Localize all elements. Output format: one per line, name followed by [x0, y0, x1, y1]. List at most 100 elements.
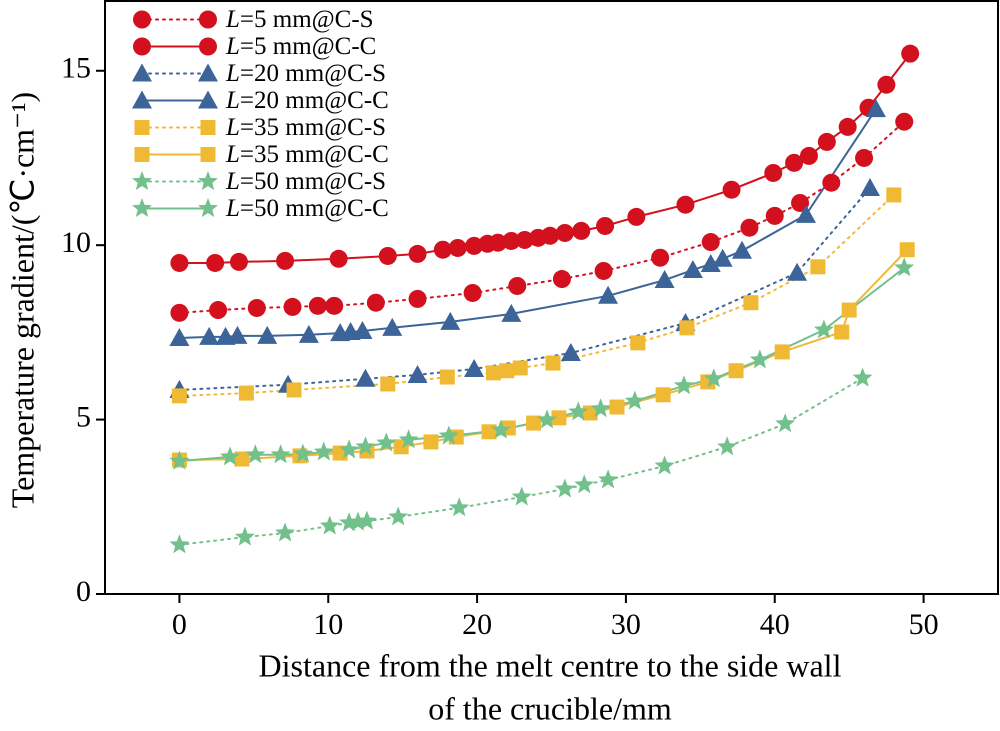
marker [785, 153, 804, 172]
marker [609, 399, 625, 415]
marker [594, 261, 613, 280]
marker [501, 303, 522, 322]
marker [799, 146, 818, 165]
marker [728, 363, 744, 379]
marker [132, 198, 152, 217]
marker [352, 320, 373, 339]
marker [313, 441, 334, 461]
marker [339, 512, 360, 532]
marker [732, 240, 753, 259]
marker [722, 180, 741, 199]
marker [257, 325, 278, 344]
marker [134, 147, 150, 162]
marker [852, 367, 873, 387]
marker [764, 163, 783, 182]
marker [170, 303, 189, 322]
marker [590, 398, 611, 418]
legend-swatch [132, 171, 218, 190]
marker [526, 415, 542, 431]
marker [838, 117, 857, 136]
marker [796, 204, 817, 223]
marker [676, 195, 695, 214]
marker [679, 320, 695, 336]
marker [382, 317, 403, 336]
marker [651, 248, 670, 267]
legend-entry: L=50 mm@C-C [130, 195, 389, 222]
legend-entry: L=20 mm@C-C [130, 87, 389, 114]
marker [206, 253, 225, 272]
marker [822, 173, 841, 192]
marker [886, 187, 902, 203]
marker [133, 10, 151, 29]
marker [283, 297, 302, 316]
marker [366, 293, 385, 312]
marker [717, 436, 738, 456]
marker [234, 526, 255, 546]
marker [674, 375, 694, 395]
axes-frame [104, 0, 999, 595]
marker [132, 90, 152, 109]
marker [423, 434, 439, 450]
marker [899, 242, 915, 258]
marker [376, 432, 397, 452]
marker [545, 355, 561, 371]
marker [598, 469, 618, 489]
marker [490, 419, 511, 439]
marker [229, 252, 248, 271]
marker [448, 238, 467, 257]
legend-swatch [133, 10, 217, 29]
marker [298, 324, 319, 343]
x-axis-label: Distance from the melt centre to the sid… [259, 647, 842, 683]
legend-entry: L=20 mm@C-S [130, 60, 389, 87]
y-tick-label: 15 [61, 52, 91, 85]
marker [598, 285, 619, 304]
marker [463, 283, 482, 302]
y-tick-label: 10 [61, 226, 91, 259]
series-line [178, 377, 864, 546]
marker [198, 63, 218, 82]
marker [440, 311, 461, 330]
legend-label: L=20 mm@C-S [226, 60, 387, 87]
marker [319, 515, 340, 535]
x-tick-label: 30 [611, 608, 641, 641]
marker [308, 296, 327, 315]
marker [439, 369, 455, 385]
marker [348, 511, 368, 531]
marker [465, 236, 484, 255]
marker [841, 302, 857, 318]
marker [655, 387, 671, 403]
legend-swatch [133, 37, 217, 56]
legend-label: L=20 mm@C-C [226, 87, 389, 114]
marker [170, 253, 189, 272]
marker [247, 298, 266, 317]
marker [378, 246, 397, 265]
legend-label: L=50 mm@C-S [226, 168, 387, 195]
marker [551, 410, 567, 426]
marker [355, 368, 376, 387]
marker [701, 233, 720, 252]
marker [380, 376, 396, 392]
marker [860, 177, 881, 196]
marker [199, 37, 217, 56]
marker [132, 171, 152, 190]
y-axis-label: Temperature gradient/(℃·cm⁻¹) [4, 92, 40, 508]
marker [541, 226, 560, 245]
legend-label: L=5 mm@C-S [226, 6, 374, 33]
marker [329, 249, 348, 268]
marker [171, 388, 187, 404]
marker [740, 218, 759, 237]
marker [220, 446, 240, 466]
marker [895, 112, 914, 131]
marker [481, 424, 497, 440]
marker [209, 301, 228, 320]
marker [682, 259, 703, 278]
legend-swatch [132, 90, 218, 109]
marker [834, 324, 850, 340]
marker [169, 327, 190, 346]
x-tick-label: 50 [909, 608, 939, 641]
marker [749, 349, 770, 369]
marker [703, 368, 724, 388]
marker [511, 486, 532, 506]
marker [438, 425, 459, 445]
